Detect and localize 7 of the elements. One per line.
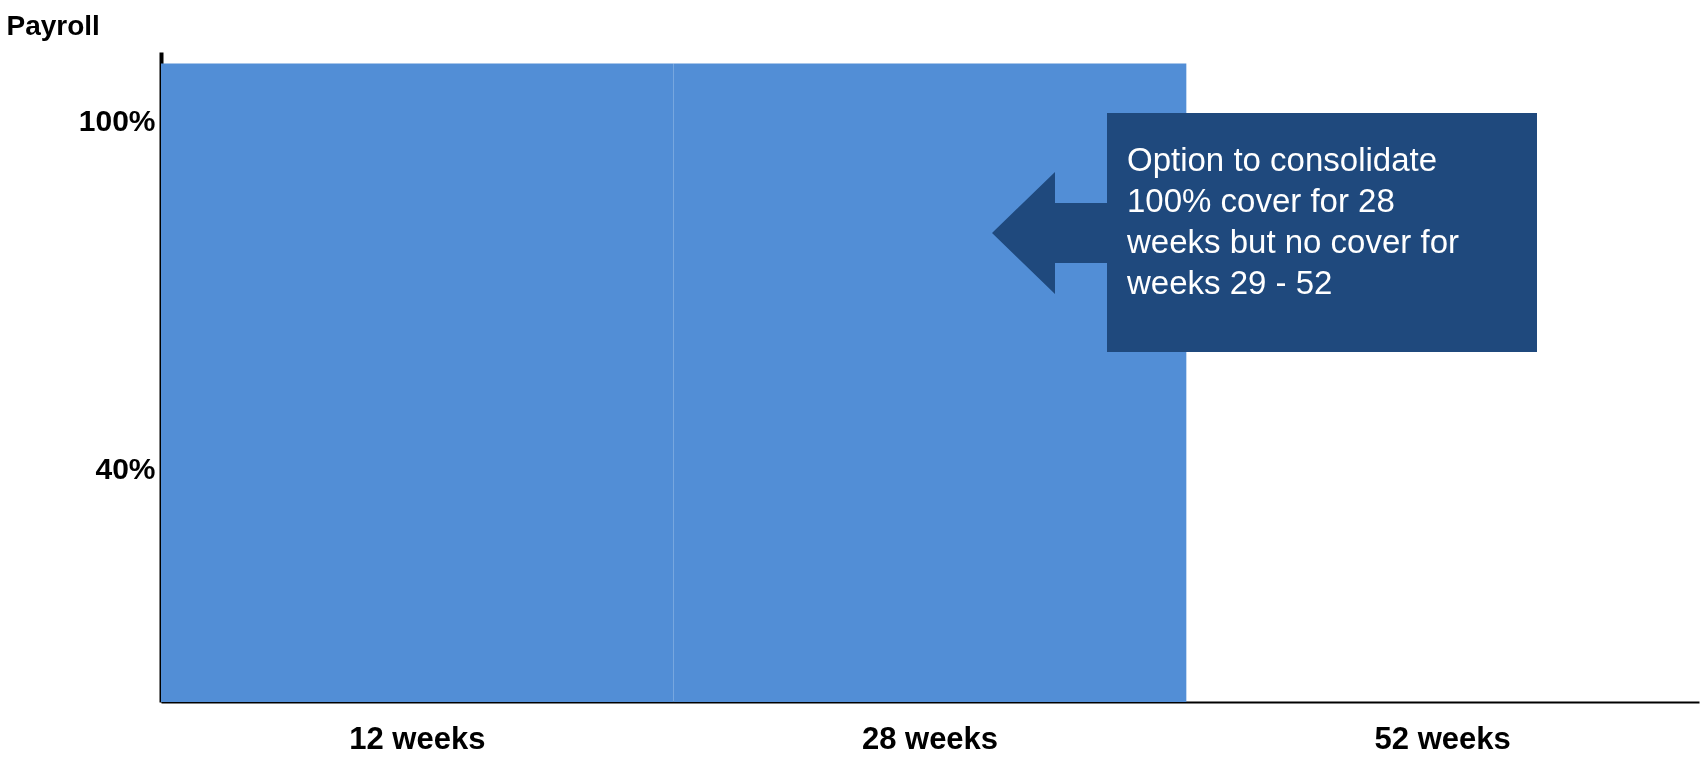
x-tick-label: 52 weeks <box>1374 720 1511 756</box>
y-tick-label: 100% <box>78 104 156 138</box>
x-tick-label: 28 weeks <box>861 720 999 756</box>
annotation: Option to consolidate 100% cover for 28 weeks but no cover for weeks 29 - 52 <box>1107 113 1537 352</box>
x-tick-label: 12 weeks <box>349 720 486 756</box>
y-tick-label: 40% <box>95 452 156 486</box>
y-axis-title: Payroll <box>6 9 100 41</box>
